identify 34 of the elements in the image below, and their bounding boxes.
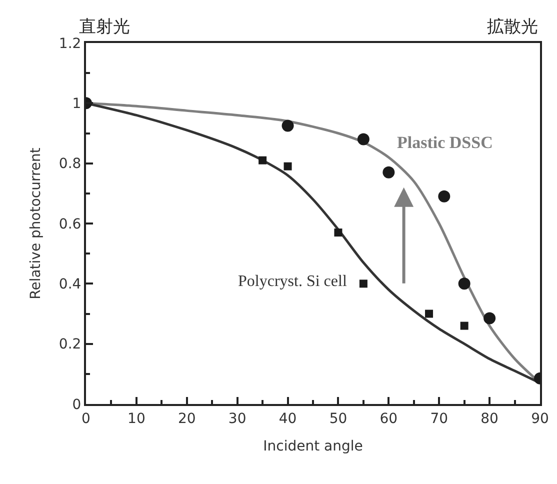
point [258, 156, 267, 164]
y-tick-label: 0.4 [58, 276, 82, 293]
y-tick-label: 0.6 [58, 216, 82, 232]
x-tick-label: 90 [531, 410, 549, 427]
x-tick-label: 50 [329, 410, 348, 427]
y-tick-label: 0 [72, 396, 82, 413]
point [458, 278, 470, 290]
y-tick-label: 1.2 [58, 36, 82, 52]
annotation: Polycryst. Si cell [238, 273, 348, 290]
text: 直射光 [79, 17, 130, 37]
y-tick-label: 1 [72, 96, 82, 112]
x-tick-label: 30 [228, 410, 246, 427]
x-tick-label: 40 [278, 410, 297, 427]
text: 拡散光 [487, 17, 538, 37]
x-axis-title: Incident angle [263, 438, 363, 455]
point [484, 312, 496, 324]
point [334, 228, 342, 237]
point [284, 162, 292, 170]
point [359, 280, 368, 288]
point [460, 322, 468, 330]
annotation: Plastic DSSC [397, 133, 493, 152]
point [357, 133, 370, 146]
point [382, 166, 395, 178]
y-axis-title: Relative photocurrent [28, 147, 44, 300]
point [438, 190, 450, 202]
point [425, 310, 434, 318]
x-tick-label: 70 [430, 410, 448, 427]
point [282, 120, 294, 132]
x-tick-label: 10 [128, 410, 146, 427]
x-tick-label: 80 [480, 410, 498, 427]
y-tick-label: 0.2 [58, 336, 82, 353]
x-tick-label: 60 [380, 410, 398, 427]
x-tick-label: 20 [178, 410, 196, 427]
y-tick-label: 0.8 [58, 156, 82, 172]
